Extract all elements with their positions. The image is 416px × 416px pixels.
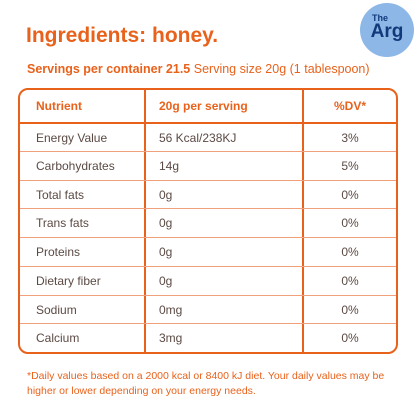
table-cell: 0mg	[159, 302, 183, 317]
table-cell: 0%	[341, 216, 359, 231]
logo: The Arg	[360, 3, 414, 57]
table-cell: 0g	[159, 187, 173, 202]
table-row: Total fats 0g 0%	[20, 179, 396, 210]
table-cell: 0%	[341, 331, 359, 346]
table-cell: 56 Kcal/238KJ	[159, 131, 237, 145]
table-cell: 5%	[341, 158, 359, 173]
table-cell: Calcium	[36, 331, 80, 346]
table-row: Sodium 0mg 0%	[20, 294, 396, 325]
footnote: *Daily values based on a 2000 kcal or 84…	[27, 370, 385, 397]
table-row: Trans fats 0g 0%	[20, 208, 396, 238]
title: Ingredients: honey.	[26, 24, 219, 47]
column-header: 20g per serving	[159, 99, 248, 113]
table-cell: 0%	[341, 302, 359, 317]
column-divider	[302, 90, 304, 352]
column-divider	[144, 90, 146, 352]
table-cell: 0g	[159, 216, 173, 231]
table-cell: 3mg	[159, 331, 183, 346]
table-row: Energy Value 56 Kcal/238KJ 3%	[20, 122, 396, 153]
table-cell: Trans fats	[36, 216, 89, 231]
column-header: Nutrient	[36, 99, 82, 113]
table-cell: 0g	[159, 273, 173, 288]
column-header: %DV*	[333, 99, 366, 113]
table-cell: Dietary fiber	[36, 273, 101, 288]
logo-top: The	[371, 13, 388, 23]
table-cell: Sodium	[36, 302, 77, 317]
serving-size: Serving size 20g (1 tablespoon)	[193, 62, 370, 76]
table-cell: Proteins	[36, 245, 81, 259]
table-cell: 0%	[341, 187, 359, 202]
table-cell: Energy Value	[36, 131, 108, 145]
table-cell: 14g	[159, 158, 180, 173]
table-cell: 0%	[341, 273, 359, 288]
table-row: Carbohydrates 14g 5%	[20, 150, 396, 181]
table-cell: Total fats	[36, 187, 85, 202]
nutrition-table: Nutrient 20g per serving %DV* Energy Value 5…	[18, 88, 398, 354]
table-cell: 0g	[159, 245, 173, 259]
header-row: Nutrient 20g per serving %DV*	[20, 92, 396, 120]
table-cell: 3%	[341, 131, 359, 145]
servings: Servings per container 21.5 Serving size…	[27, 62, 370, 76]
table-cell: 0%	[341, 245, 359, 259]
table-row: Proteins 0g 0%	[20, 237, 396, 267]
servings-per-container: Servings per container 21.5	[27, 62, 191, 76]
logo-bottom: Arg	[370, 21, 404, 42]
table-cell: Carbohydrates	[36, 158, 115, 173]
table-row: Calcium 3mg 0%	[20, 323, 396, 353]
table-row: Dietary fiber 0g 0%	[20, 265, 396, 296]
